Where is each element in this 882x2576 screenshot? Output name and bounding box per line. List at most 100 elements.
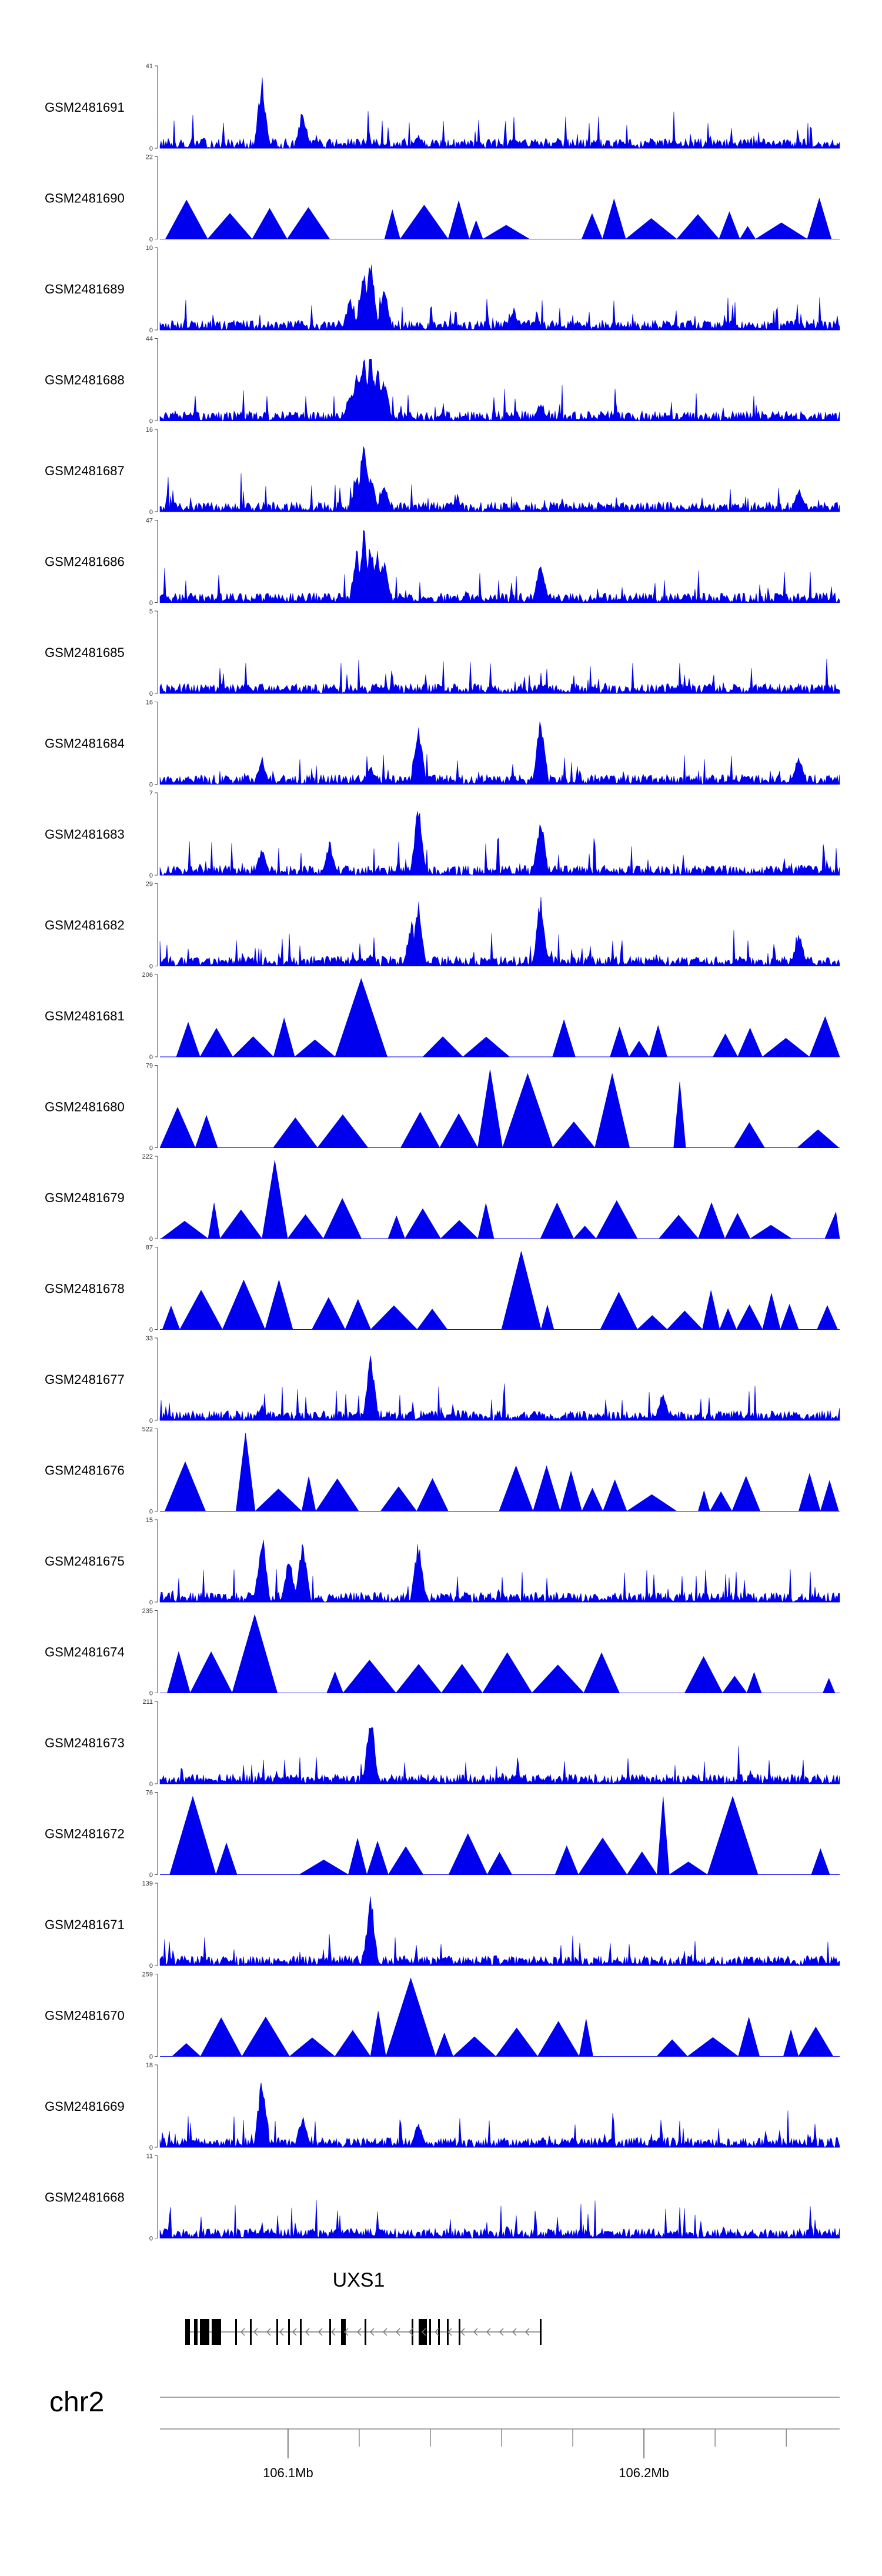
track-label: GSM2481675: [45, 1554, 125, 1569]
track-GSM2481678: GSM2481678 87 0: [45, 1244, 840, 1334]
coverage-area: [159, 658, 840, 695]
strand-arrow: [524, 2328, 530, 2336]
gene-exon: [412, 2319, 413, 2345]
coverage-area: [159, 1069, 840, 1149]
strand-arrow: [395, 2328, 400, 2336]
track-GSM2481682: GSM2481682 29 0: [45, 881, 840, 970]
y-max-label: 44: [146, 336, 153, 343]
track-GSM2481681: GSM2481681 206 0: [45, 972, 840, 1061]
y-min-label: 0: [149, 418, 153, 425]
y-max-label: 16: [146, 699, 153, 706]
x-tick-label: 106.1Mb: [263, 2465, 313, 2480]
y-max-label: 41: [146, 63, 153, 70]
y-max-label: 10: [146, 245, 153, 252]
tracks-layer: GSM2481691410GSM2481690220GSM2481689100G…: [45, 63, 840, 2243]
track-GSM2481690: GSM2481690 22 0: [45, 154, 840, 243]
y-min-label: 0: [149, 1145, 153, 1152]
coverage-area: [159, 77, 840, 149]
y-max-label: 22: [146, 154, 153, 161]
coverage-area: [160, 1160, 840, 1239]
x-tick-label: 106.2Mb: [619, 2465, 669, 2480]
strand-arrow: [279, 2328, 284, 2336]
strand-arrow: [253, 2328, 258, 2336]
track-label: GSM2481687: [45, 463, 125, 478]
coverage-area: [160, 1433, 840, 1512]
gene-model: UXS1: [185, 2269, 542, 2345]
track-label: GSM2481668: [45, 2190, 125, 2205]
y-max-label: 235: [142, 1608, 153, 1615]
track-GSM2481688: GSM2481688 44 0: [45, 336, 840, 425]
coverage-area: [159, 2200, 840, 2239]
chromosome-label: chr2: [49, 2387, 104, 2418]
y-max-label: 139: [142, 1880, 153, 1887]
gene-exon: [288, 2319, 290, 2345]
strand-arrow: [356, 2328, 362, 2336]
track-GSM2481677: GSM2481677 33 0: [45, 1335, 840, 1424]
track-GSM2481685: GSM2481685 5 0: [45, 608, 840, 698]
y-min-label: 0: [149, 872, 153, 879]
y-min-label: 0: [149, 2054, 153, 2061]
y-min-label: 0: [149, 2144, 153, 2151]
coverage-area: [160, 1796, 840, 1876]
track-GSM2481668: GSM2481668 11 0: [45, 2153, 840, 2243]
track-label: GSM2481682: [45, 918, 125, 933]
track-GSM2481687: GSM2481687 16 0: [45, 426, 840, 516]
strand-arrow: [292, 2328, 297, 2336]
gene-exon: [540, 2319, 542, 2345]
track-label: GSM2481676: [45, 1463, 125, 1478]
y-max-label: 259: [142, 1971, 153, 1978]
y-min-label: 0: [149, 963, 153, 970]
track-label: GSM2481690: [45, 191, 125, 206]
y-min-label: 0: [149, 1599, 153, 1606]
track-label: GSM2481689: [45, 282, 125, 296]
y-max-label: 33: [146, 1335, 153, 1342]
gene-exon: [429, 2319, 431, 2345]
genome-axis: chr2 106.1Mb 106.2Mb: [49, 2387, 840, 2480]
strand-arrow: [382, 2328, 387, 2336]
track-label: GSM2481684: [45, 736, 125, 751]
y-max-label: 7: [149, 790, 153, 797]
track-label: GSM2481685: [45, 645, 125, 660]
y-max-label: 11: [146, 2153, 153, 2160]
track-label: GSM2481678: [45, 1282, 125, 1296]
track-GSM2481674: GSM2481674 235 0: [45, 1608, 840, 1697]
strand-arrow: [460, 2328, 465, 2336]
strand-arrow: [512, 2328, 517, 2336]
strand-arrow: [343, 2328, 349, 2336]
strand-arrow: [473, 2328, 478, 2336]
track-label: GSM2481670: [45, 2008, 125, 2023]
track-GSM2481673: GSM2481673 211 0: [45, 1699, 840, 1788]
strand-arrow: [408, 2328, 413, 2336]
y-max-label: 522: [142, 1426, 153, 1433]
coverage-area: [159, 811, 840, 876]
y-min-label: 0: [149, 2235, 153, 2243]
coverage-area: [159, 722, 840, 785]
coverage-area: [159, 358, 840, 422]
track-label: GSM2481686: [45, 555, 125, 569]
y-max-label: 206: [142, 972, 153, 979]
track-GSM2481680: GSM2481680 79 0: [45, 1063, 840, 1152]
y-min-label: 0: [149, 509, 153, 516]
coverage-area: [160, 1251, 840, 1330]
y-min-label: 0: [149, 236, 153, 243]
track-GSM2481675: GSM2481675 15 0: [45, 1517, 840, 1606]
track-label: GSM2481679: [45, 1190, 125, 1205]
track-label: GSM2481672: [45, 1827, 125, 1841]
y-min-label: 0: [149, 327, 153, 334]
y-min-label: 0: [149, 1509, 153, 1516]
y-min-label: 0: [149, 1236, 153, 1243]
y-min-label: 0: [149, 1781, 153, 1788]
coverage-area: [159, 1727, 840, 1784]
strand-arrow: [305, 2328, 310, 2336]
y-max-label: 18: [146, 2062, 153, 2069]
track-GSM2481669: GSM2481669 18 0: [45, 2062, 840, 2151]
track-label: GSM2481669: [45, 2099, 125, 2114]
gene-exon: [438, 2319, 440, 2345]
track-label: GSM2481681: [45, 1009, 125, 1023]
track-label: GSM2481677: [45, 1372, 125, 1387]
y-min-label: 0: [149, 1327, 153, 1334]
track-label: GSM2481683: [45, 827, 125, 842]
strand-arrow: [266, 2328, 271, 2336]
track-GSM2481684: GSM2481684 16 0: [45, 699, 840, 789]
strand-arrow: [318, 2328, 323, 2336]
